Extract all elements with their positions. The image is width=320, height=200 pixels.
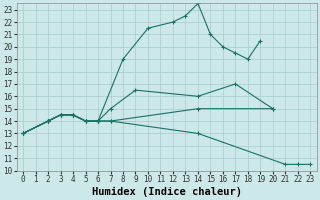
X-axis label: Humidex (Indice chaleur): Humidex (Indice chaleur) — [92, 186, 242, 197]
